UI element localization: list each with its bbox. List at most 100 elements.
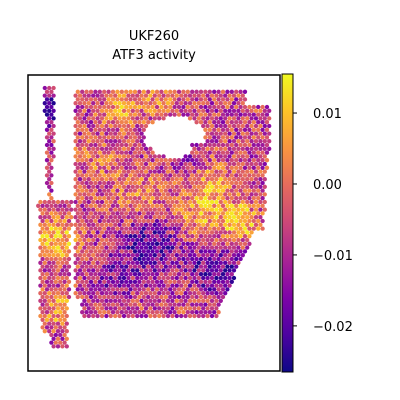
spot — [242, 203, 248, 208]
spot — [161, 237, 166, 243]
spot — [132, 135, 138, 140]
spot — [216, 158, 221, 163]
spot — [77, 154, 83, 159]
spot — [135, 306, 140, 311]
spot — [124, 234, 129, 239]
spot — [225, 188, 230, 193]
spot — [154, 264, 160, 269]
spot — [75, 127, 80, 132]
spot — [242, 173, 248, 178]
spot — [80, 89, 85, 94]
spot — [148, 161, 153, 167]
spot — [80, 203, 85, 208]
spot — [99, 169, 105, 174]
spot — [187, 298, 193, 303]
spot — [245, 154, 250, 159]
spot — [91, 253, 96, 258]
spot — [86, 291, 91, 296]
spot — [110, 158, 116, 163]
spot — [242, 150, 248, 155]
spot — [66, 211, 72, 216]
spot — [196, 313, 201, 319]
spot — [60, 283, 65, 288]
spot — [258, 177, 263, 182]
spot — [201, 192, 206, 197]
spot — [192, 298, 197, 303]
spot — [93, 241, 98, 246]
spot — [194, 218, 199, 224]
spot — [168, 165, 173, 170]
spot — [165, 215, 171, 220]
spot — [146, 120, 151, 125]
spot — [49, 211, 54, 216]
spot — [126, 230, 131, 235]
spot — [137, 150, 142, 155]
spot — [170, 230, 175, 235]
spot — [240, 139, 245, 144]
spot — [183, 192, 188, 197]
spot — [60, 268, 65, 273]
spot — [163, 196, 168, 201]
spot — [150, 264, 155, 269]
spot — [245, 230, 250, 235]
spot — [170, 275, 175, 281]
spot — [102, 279, 107, 284]
spot — [80, 127, 85, 132]
spot — [212, 294, 217, 300]
spot — [212, 180, 217, 186]
spot — [51, 230, 56, 235]
spot — [185, 165, 190, 170]
spot — [60, 215, 65, 220]
spot — [49, 165, 54, 170]
spot — [84, 234, 89, 239]
spot — [194, 241, 199, 246]
spot — [225, 89, 230, 94]
spot — [223, 291, 228, 296]
spot — [108, 260, 113, 265]
spot — [229, 158, 234, 163]
spot — [58, 218, 63, 224]
spot — [84, 218, 89, 224]
spot — [141, 249, 146, 254]
spot — [161, 283, 166, 288]
spot — [49, 226, 54, 231]
spot — [132, 89, 138, 94]
spot — [143, 291, 149, 296]
spot — [192, 260, 197, 265]
spot — [58, 241, 63, 246]
spot — [82, 169, 87, 174]
spot — [75, 256, 80, 262]
spot — [260, 127, 265, 132]
spot — [53, 279, 58, 284]
spot — [179, 199, 184, 205]
spot — [231, 123, 237, 129]
spot — [181, 226, 186, 231]
spot — [55, 313, 61, 319]
spot — [225, 127, 230, 132]
spot — [258, 169, 263, 174]
spot — [108, 275, 113, 281]
spot — [86, 298, 91, 303]
spot — [258, 222, 263, 227]
spot — [126, 268, 131, 273]
spot — [170, 306, 175, 311]
spot — [185, 89, 190, 94]
spot — [51, 237, 56, 243]
spot — [141, 120, 146, 125]
spot — [203, 226, 208, 231]
spot — [117, 253, 122, 258]
spot — [214, 169, 219, 174]
spot — [165, 207, 171, 212]
spot — [187, 230, 193, 235]
spot — [192, 161, 197, 167]
spot — [64, 215, 69, 220]
spot — [159, 302, 164, 307]
spot — [139, 313, 144, 319]
spot — [225, 158, 230, 163]
spot — [245, 222, 250, 227]
spot — [225, 150, 230, 155]
spot — [47, 306, 52, 311]
spot — [216, 173, 221, 178]
spot — [205, 215, 210, 220]
spot — [201, 298, 206, 303]
